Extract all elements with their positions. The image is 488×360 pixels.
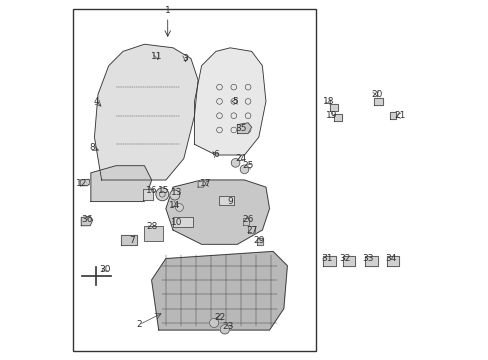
Text: 16: 16 [145, 186, 157, 195]
Text: 27: 27 [245, 225, 257, 234]
Text: 3: 3 [183, 54, 188, 63]
Text: 18: 18 [322, 97, 333, 106]
Polygon shape [257, 238, 263, 245]
Bar [173, 217, 192, 227]
Text: 23: 23 [222, 322, 234, 331]
Polygon shape [342, 256, 354, 266]
Text: 8: 8 [90, 143, 95, 152]
Polygon shape [242, 217, 248, 225]
Text: 24: 24 [235, 154, 246, 163]
Text: 10: 10 [170, 219, 182, 228]
Polygon shape [151, 251, 287, 330]
Text: 29: 29 [253, 236, 264, 245]
Circle shape [169, 190, 180, 200]
Text: 30: 30 [99, 265, 111, 274]
Polygon shape [247, 226, 254, 233]
Bar [73, 9, 315, 351]
Text: 36: 36 [81, 215, 93, 224]
Circle shape [220, 325, 229, 334]
Text: 19: 19 [325, 111, 337, 120]
Text: 28: 28 [145, 222, 157, 231]
Polygon shape [198, 181, 205, 187]
Text: 13: 13 [170, 188, 182, 197]
Polygon shape [389, 112, 395, 118]
Polygon shape [373, 98, 382, 105]
Text: 31: 31 [320, 254, 332, 263]
Polygon shape [94, 44, 198, 180]
Polygon shape [386, 256, 398, 266]
Circle shape [209, 318, 218, 328]
Polygon shape [91, 166, 151, 202]
Polygon shape [81, 216, 93, 226]
Text: 33: 33 [361, 254, 373, 263]
Polygon shape [333, 114, 341, 121]
Polygon shape [80, 179, 90, 186]
Polygon shape [329, 104, 337, 111]
Polygon shape [323, 256, 335, 266]
Text: 12: 12 [76, 179, 87, 188]
Text: 7: 7 [129, 236, 135, 245]
Text: 22: 22 [213, 313, 224, 322]
Polygon shape [165, 180, 269, 244]
Text: 21: 21 [393, 111, 405, 120]
Polygon shape [194, 48, 265, 155]
Text: 6: 6 [213, 150, 218, 159]
Polygon shape [142, 189, 153, 200]
Bar [143, 226, 163, 241]
Text: 1: 1 [164, 6, 170, 15]
Text: 26: 26 [242, 215, 253, 224]
Circle shape [231, 158, 240, 167]
Text: 9: 9 [227, 197, 233, 206]
Text: 4: 4 [93, 97, 99, 106]
Text: 14: 14 [169, 201, 180, 210]
Text: 17: 17 [199, 179, 210, 188]
Text: 32: 32 [338, 254, 349, 263]
Text: 34: 34 [385, 254, 396, 263]
Text: 2: 2 [136, 320, 142, 329]
Polygon shape [121, 235, 137, 245]
Text: 5: 5 [232, 97, 238, 106]
Circle shape [175, 203, 183, 211]
Polygon shape [237, 123, 251, 134]
Bar [219, 196, 233, 205]
Text: 11: 11 [151, 52, 163, 61]
Text: 20: 20 [370, 90, 382, 99]
Text: 35: 35 [235, 124, 246, 133]
Circle shape [240, 165, 248, 174]
Circle shape [156, 188, 168, 201]
Text: 15: 15 [158, 186, 169, 195]
Text: 25: 25 [242, 161, 253, 170]
Polygon shape [365, 256, 377, 266]
